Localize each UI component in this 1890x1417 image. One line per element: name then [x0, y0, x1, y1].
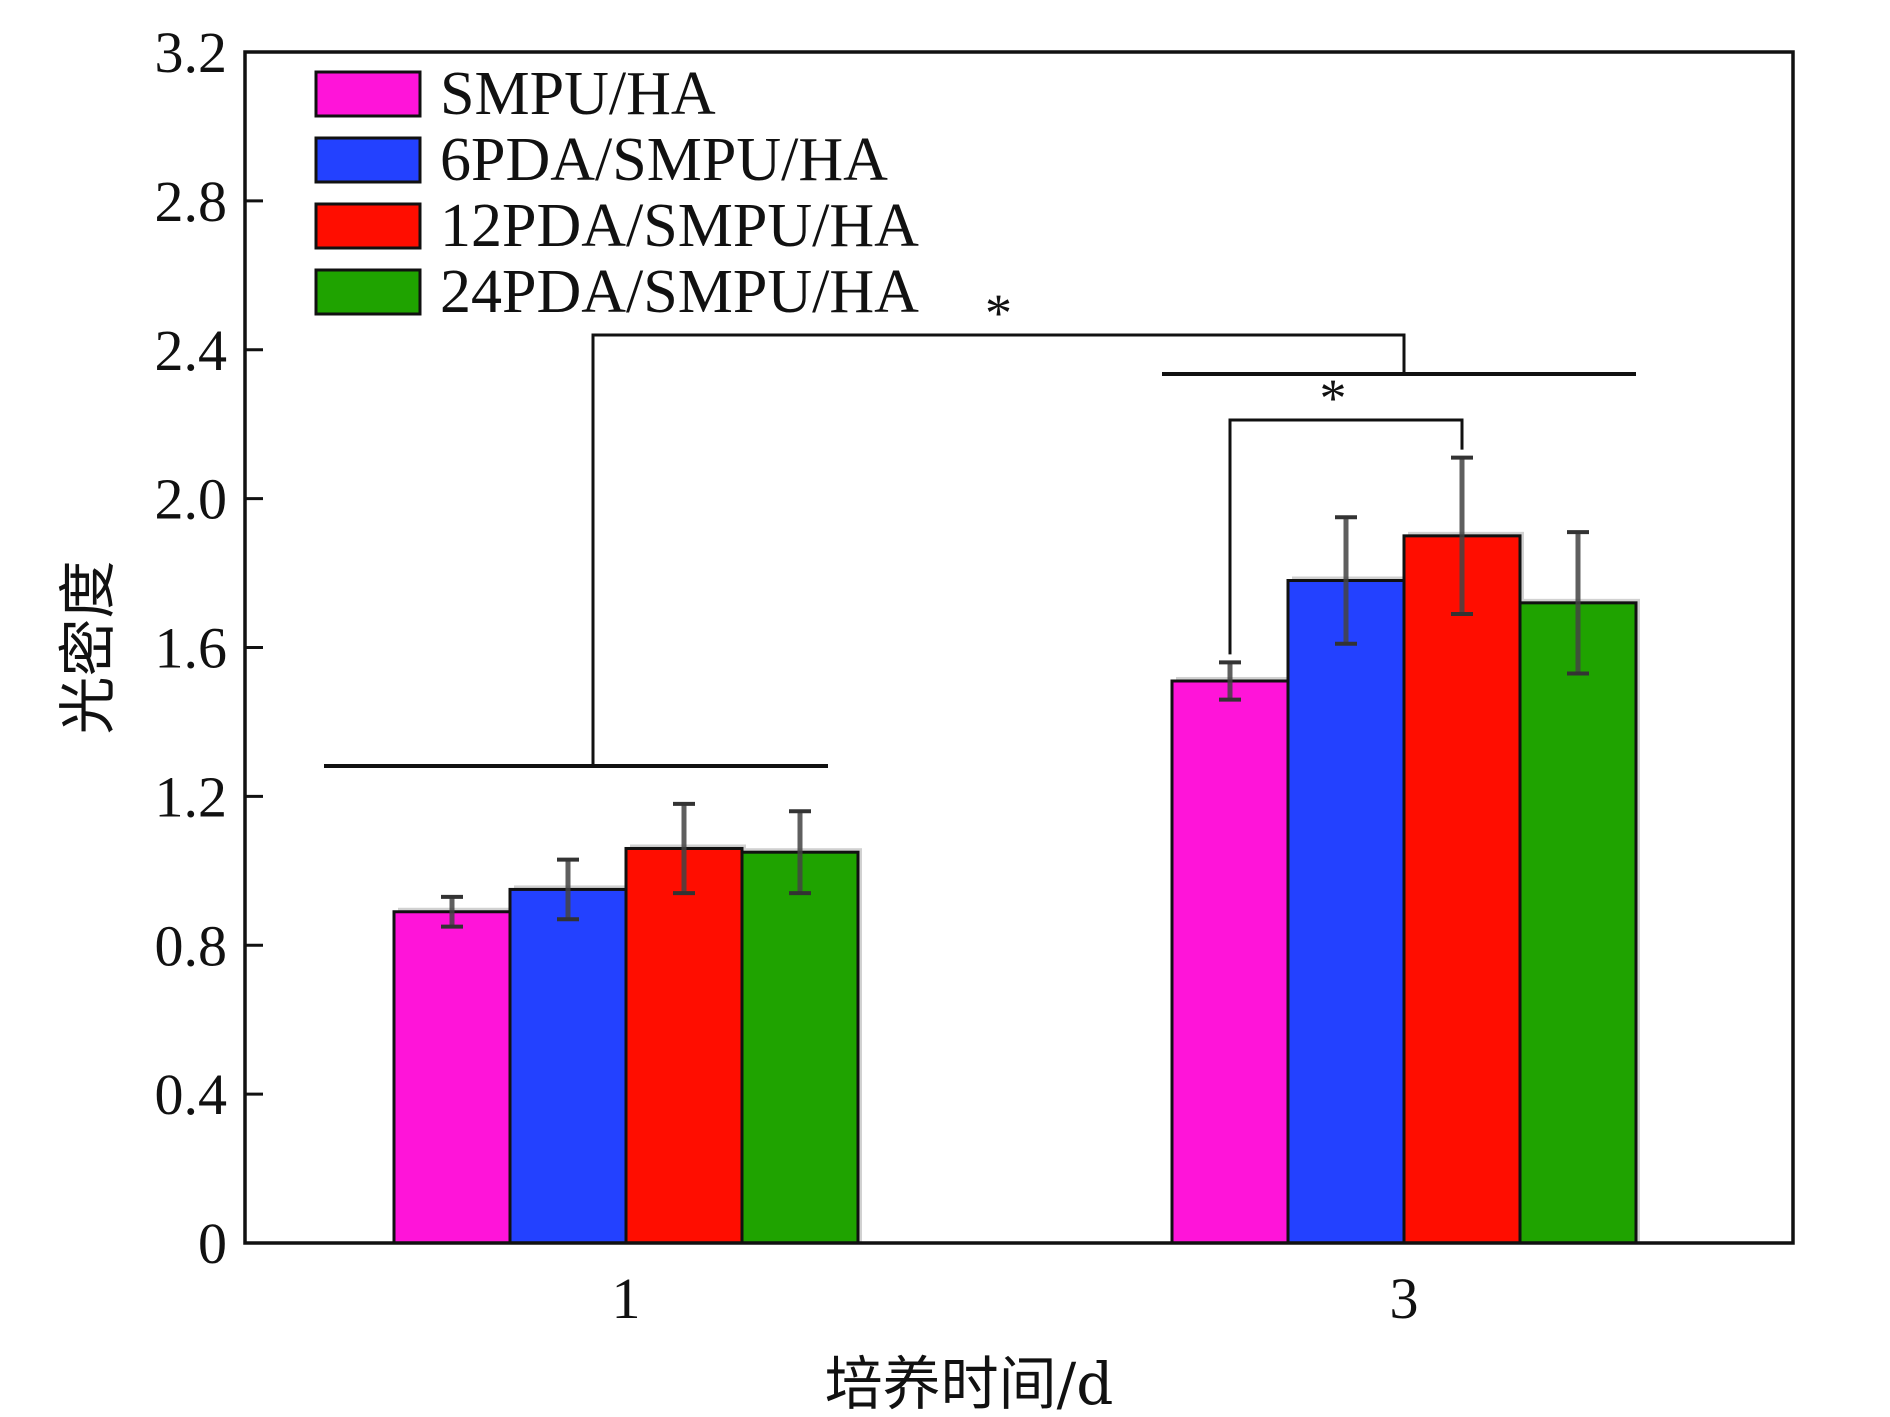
y-tick-label: 3.2 — [155, 20, 228, 85]
bars-layer — [392, 531, 1640, 1245]
legend-swatch — [314, 136, 422, 184]
y-tick-label: 0.8 — [155, 913, 228, 978]
y-tick-label: 0.4 — [155, 1062, 228, 1127]
significance-bracket-days — [591, 333, 1406, 766]
y-tick-label: 1.6 — [155, 616, 228, 681]
y-tick-label: 1.2 — [155, 764, 228, 829]
y-tick-label: 2.0 — [155, 467, 228, 532]
bar — [1170, 679, 1290, 1245]
y-tick-label: 0 — [198, 1211, 227, 1276]
bar — [392, 910, 512, 1245]
bar — [624, 846, 744, 1245]
x-tick-label: 3 — [1390, 1266, 1419, 1331]
bar — [740, 850, 860, 1245]
significance-star: * — [985, 283, 1012, 343]
x-axis-title: 培养时间/d — [825, 1350, 1114, 1417]
y-tick-label: 2.8 — [155, 169, 228, 234]
legend-label: SMPU/HA — [440, 60, 716, 128]
y-axis-title: 光密度 — [54, 560, 122, 734]
bar — [1518, 601, 1638, 1245]
bar — [508, 887, 628, 1245]
legend-swatch — [314, 268, 422, 316]
significance-layer: ** — [324, 283, 1636, 768]
significance-bracket-day3 — [1228, 418, 1464, 655]
x-tick-label: 1 — [612, 1266, 641, 1331]
legend-label: 24PDA/SMPU/HA — [440, 258, 919, 326]
legend: SMPU/HA6PDA/SMPU/HA12PDA/SMPU/HA24PDA/SM… — [314, 60, 919, 326]
significance-star: * — [1320, 368, 1347, 428]
legend-label: 6PDA/SMPU/HA — [440, 126, 888, 194]
legend-label: 12PDA/SMPU/HA — [440, 192, 919, 260]
error-bars-layer — [441, 455, 1589, 929]
legend-swatch — [314, 202, 422, 250]
y-tick-label: 2.4 — [155, 318, 228, 383]
legend-swatch — [314, 70, 422, 118]
y-axis: 0 0.4 0.8 1.2 1.6 2.0 2.4 2.8 3.2 — [155, 20, 263, 1276]
bar — [1402, 534, 1522, 1245]
bar — [1286, 579, 1406, 1245]
